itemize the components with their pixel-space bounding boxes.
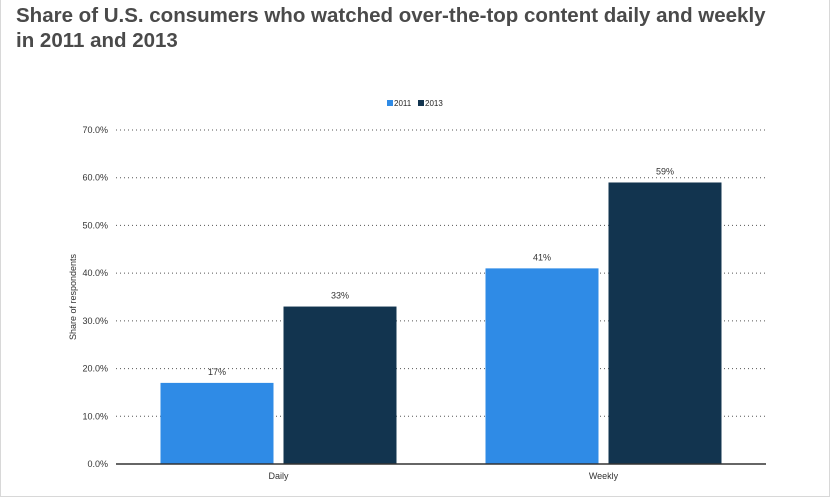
- y-tick-label: 10.0%: [82, 411, 108, 421]
- bar-2013-weekly: [608, 182, 722, 464]
- legend-swatch: [418, 100, 424, 106]
- y-axis-label: Share of respondents: [68, 253, 78, 340]
- bar-2011-weekly: [485, 268, 599, 464]
- y-tick-label: 70.0%: [82, 125, 108, 135]
- data-label: 41%: [533, 252, 551, 262]
- bar-2011-daily: [160, 382, 274, 464]
- legend: 2011 2013: [387, 99, 443, 108]
- y-axis: 0.0% 10.0% 20.0% 30.0% 40.0% 50.0% 60.0% 70.0%: [82, 125, 108, 469]
- y-tick-label: 0.0%: [87, 459, 108, 469]
- y-tick-label: 50.0%: [82, 220, 108, 230]
- chart-title: Share of U.S. consumers who watched over…: [16, 4, 766, 52]
- bars: 17% 33% 41% 59%: [160, 166, 722, 464]
- y-tick-label: 40.0%: [82, 268, 108, 278]
- data-label: 17%: [208, 367, 226, 377]
- data-label: 33%: [331, 291, 349, 301]
- legend-label: 2013: [425, 99, 443, 108]
- data-label: 59%: [656, 166, 674, 176]
- legend-label: 2011: [394, 99, 412, 108]
- legend-swatch: [387, 100, 393, 106]
- x-tick-label: Daily: [268, 471, 289, 481]
- y-tick-label: 60.0%: [82, 173, 108, 183]
- y-tick-label: 30.0%: [82, 316, 108, 326]
- x-axis: Daily Weekly: [268, 471, 618, 481]
- x-tick-label: Weekly: [589, 471, 619, 481]
- bar-2013-daily: [283, 306, 397, 464]
- y-tick-label: 20.0%: [82, 364, 108, 374]
